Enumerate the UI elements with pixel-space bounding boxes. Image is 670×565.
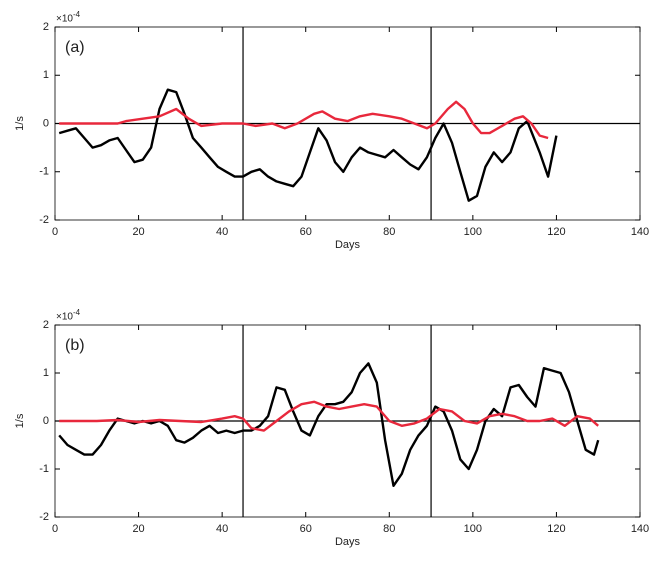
panel-label: (b) (65, 337, 85, 354)
x-axis-label: Days (335, 536, 361, 548)
y-tick-label: -1 (39, 463, 49, 475)
y-tick-label: 1 (43, 69, 49, 81)
y-tick-label: -1 (39, 166, 49, 178)
x-tick-label: 40 (216, 226, 228, 238)
y-tick-label: -2 (39, 214, 49, 226)
data-line (59, 400, 599, 432)
x-tick-label: 100 (464, 523, 482, 535)
x-tick-label: 120 (547, 226, 565, 238)
exponent: -4 (73, 308, 81, 317)
x-axis-label: Days (335, 239, 361, 251)
y-tick-label: 0 (43, 117, 49, 129)
data-line (58, 88, 558, 202)
x-tick-label: 60 (300, 226, 312, 238)
x-tick-label: 140 (631, 226, 649, 238)
x-tick-label: 80 (383, 226, 395, 238)
y-tick-label: 2 (43, 21, 49, 33)
y-tick-label: 2 (43, 319, 49, 331)
panel-label: (a) (65, 39, 85, 56)
multiplier: ×10 (56, 14, 73, 25)
data-line (58, 362, 600, 487)
x-tick-label: 20 (132, 226, 144, 238)
x-tick-label: 80 (383, 523, 395, 535)
x-tick-label: 40 (216, 523, 228, 535)
y-tick-label: -2 (39, 511, 49, 523)
y-axis-label: 1/s (14, 413, 26, 428)
y-tick-label: 0 (43, 415, 49, 427)
x-tick-label: 20 (132, 523, 144, 535)
x-tick-label: 0 (52, 226, 58, 238)
y-tick-label: 1 (43, 367, 49, 379)
data-line (59, 100, 549, 140)
x-tick-label: 140 (631, 523, 649, 535)
x-tick-label: 100 (464, 226, 482, 238)
multiplier: ×10 (56, 312, 73, 323)
exponent: -4 (73, 10, 81, 19)
x-tick-label: 0 (52, 523, 58, 535)
y-axis-label: 1/s (14, 116, 26, 131)
x-tick-label: 60 (300, 523, 312, 535)
x-tick-label: 120 (547, 523, 565, 535)
